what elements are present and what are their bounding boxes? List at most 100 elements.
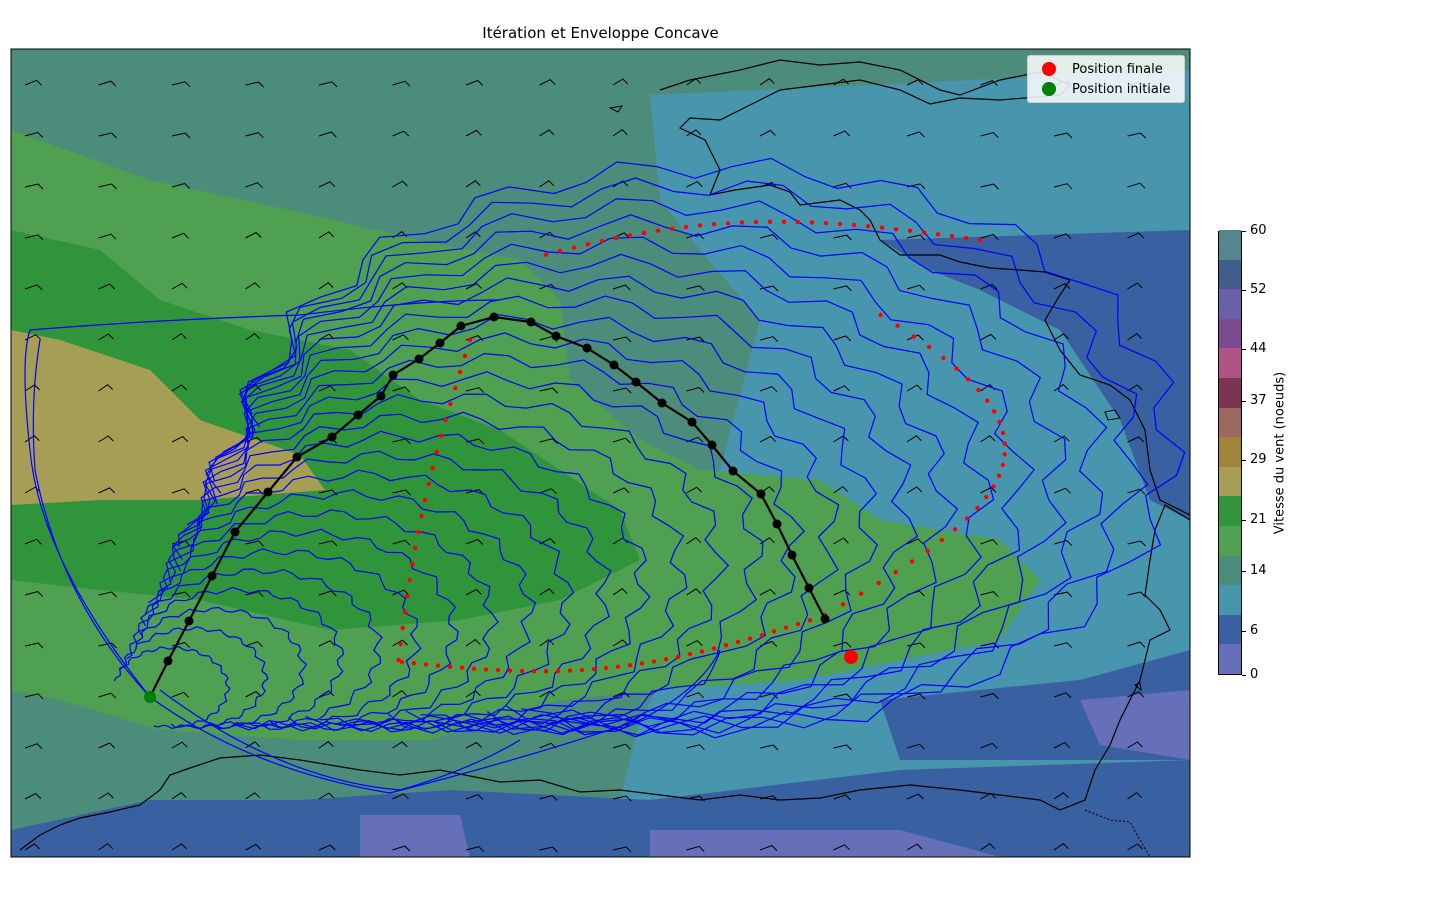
wind-barb-icon: [1127, 591, 1146, 598]
envelope-point: [443, 417, 448, 423]
colorbar-segment: [1219, 436, 1241, 467]
wind-barb-icon: [1127, 691, 1145, 698]
isochrone-line: [140, 548, 422, 730]
envelope-point: [735, 639, 741, 645]
envelope-point: [434, 449, 439, 455]
wind-barb-icon: [392, 130, 410, 137]
legend: Position finale Position initiale: [1027, 55, 1185, 103]
colorbar-segment: [1219, 525, 1241, 556]
envelope-point: [697, 223, 703, 228]
colorbar-segment: [1219, 643, 1241, 674]
wind-region-violet-south: [360, 815, 470, 857]
wind-barb-icon: [686, 588, 702, 596]
wind-barb-icon: [759, 78, 775, 86]
envelope-point: [555, 668, 561, 674]
colorbar: [1218, 229, 1242, 675]
wind-barb-icon: [539, 79, 556, 86]
wind-barb-icon: [392, 539, 411, 546]
wind-barb-icon: [612, 743, 631, 750]
envelope-point: [992, 409, 997, 414]
route-node: [804, 583, 814, 593]
envelope-point: [663, 657, 669, 662]
colorbar-tick-label: 52: [1250, 282, 1267, 298]
envelope-point: [976, 387, 981, 393]
wind-barb-icon: [465, 538, 484, 545]
legend-item-final: Position finale: [1036, 59, 1163, 79]
wind-barb-icon: [980, 333, 997, 341]
initial-position-marker: [144, 691, 156, 703]
envelope-point: [471, 666, 477, 671]
wind-barb-icon: [98, 384, 114, 392]
wind-barb-icon: [1127, 132, 1146, 139]
wind-barb-icon: [465, 282, 482, 290]
route-node: [435, 338, 445, 348]
colorbar-tick-label: 14: [1250, 563, 1267, 579]
envelope-point: [911, 334, 916, 339]
envelope-point: [851, 222, 857, 228]
wind-barb-icon: [539, 488, 557, 495]
wind-barb-icon: [906, 743, 925, 750]
wind-barb-icon: [245, 591, 264, 598]
envelope-point: [483, 667, 489, 672]
wind-barb-icon: [171, 843, 187, 851]
wind-barb-icon: [759, 129, 776, 137]
wind-barb-icon: [1053, 692, 1072, 699]
colorbar-segment: [1219, 555, 1241, 586]
wind-barb-icon: [171, 132, 191, 139]
wind-barb-icon: [24, 642, 44, 649]
wind-barb-icon: [392, 282, 408, 290]
wind-barb-icon: [318, 792, 335, 800]
envelope-point: [783, 625, 789, 630]
wind-barb-icon: [980, 591, 999, 598]
envelope-point: [641, 230, 647, 236]
envelope-point: [807, 618, 813, 623]
wind-barb-icon: [980, 80, 998, 86]
wind-barb-icon: [686, 129, 702, 137]
envelope-point: [985, 398, 990, 403]
route-node: [163, 656, 173, 666]
route-node: [292, 452, 302, 462]
wind-barb-icon: [833, 693, 852, 700]
wind-barb-icon: [171, 488, 190, 495]
wind-barb-icon: [318, 181, 336, 188]
envelope-point: [876, 580, 881, 586]
wind-barb-icon: [759, 336, 779, 343]
wind-barb-icon: [1127, 282, 1143, 290]
envelope-point: [996, 473, 1002, 478]
isochrone-line: [149, 649, 721, 794]
envelope-point: [683, 224, 689, 230]
envelope-point: [543, 669, 549, 674]
wind-barb-icon: [833, 335, 852, 342]
wind-barb-icon: [612, 487, 630, 494]
wind-barb-icon: [612, 795, 632, 802]
envelope-point: [927, 344, 932, 350]
route-node: [353, 410, 363, 420]
envelope-point: [557, 248, 563, 254]
route-path: [149, 312, 830, 698]
wind-barb-icon: [539, 794, 558, 801]
wind-barb-icon: [24, 843, 40, 851]
wind-barb-icon: [980, 792, 997, 800]
wind-barb-icon: [1053, 384, 1069, 392]
envelope-point: [519, 668, 525, 674]
envelope-point: [767, 219, 773, 224]
wind-barb-icon: [465, 180, 481, 188]
envelope-point: [795, 219, 801, 225]
wind-barb-icon: [465, 129, 482, 137]
envelope-point: [893, 569, 898, 575]
envelope-point: [413, 545, 418, 551]
wind-barb-icon: [98, 233, 117, 240]
wind-barb-icon: [171, 741, 188, 749]
wind-barb-icon: [906, 486, 923, 494]
wind-barb-icon: [1053, 843, 1069, 851]
wind-barb-icon: [98, 435, 114, 443]
wind-barb-icon: [686, 436, 704, 443]
isochrone-line: [113, 645, 231, 730]
isochrone-line: [178, 411, 688, 734]
wind-barb-icon: [833, 641, 852, 648]
wind-barb-icon: [686, 795, 705, 802]
wind-barb-icon: [171, 81, 191, 88]
wind-barb-icon: [1127, 182, 1146, 189]
wind-barb-icon: [539, 588, 555, 596]
wind-barb-icon: [612, 78, 629, 86]
